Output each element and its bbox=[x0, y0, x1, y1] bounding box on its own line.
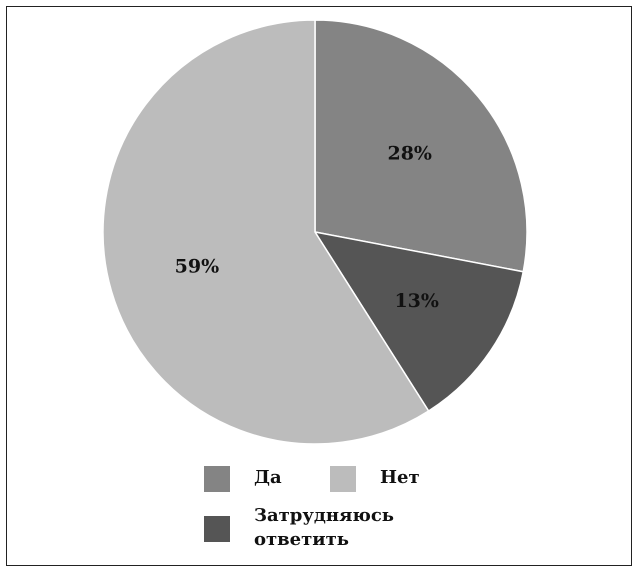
legend-swatch-da bbox=[204, 466, 230, 492]
legend-swatch-net bbox=[330, 466, 356, 492]
legend-label-hard-to-say: Затрудняюсь ответить bbox=[254, 504, 394, 552]
pie-value-label-2: 59% bbox=[175, 255, 220, 277]
legend-item-hard-to-say: Затрудняюсь ответить bbox=[204, 504, 394, 552]
legend-label-net: Нет bbox=[380, 466, 420, 490]
legend-label-da: Да bbox=[254, 466, 282, 490]
pie-slices bbox=[103, 20, 527, 444]
pie-value-label-0: 28% bbox=[387, 143, 432, 165]
legend-swatch-hard-to-say bbox=[204, 516, 230, 542]
legend-item-da: Да bbox=[204, 466, 282, 492]
legend-item-net: Нет bbox=[330, 466, 420, 492]
pie-value-label-1: 13% bbox=[394, 290, 439, 312]
